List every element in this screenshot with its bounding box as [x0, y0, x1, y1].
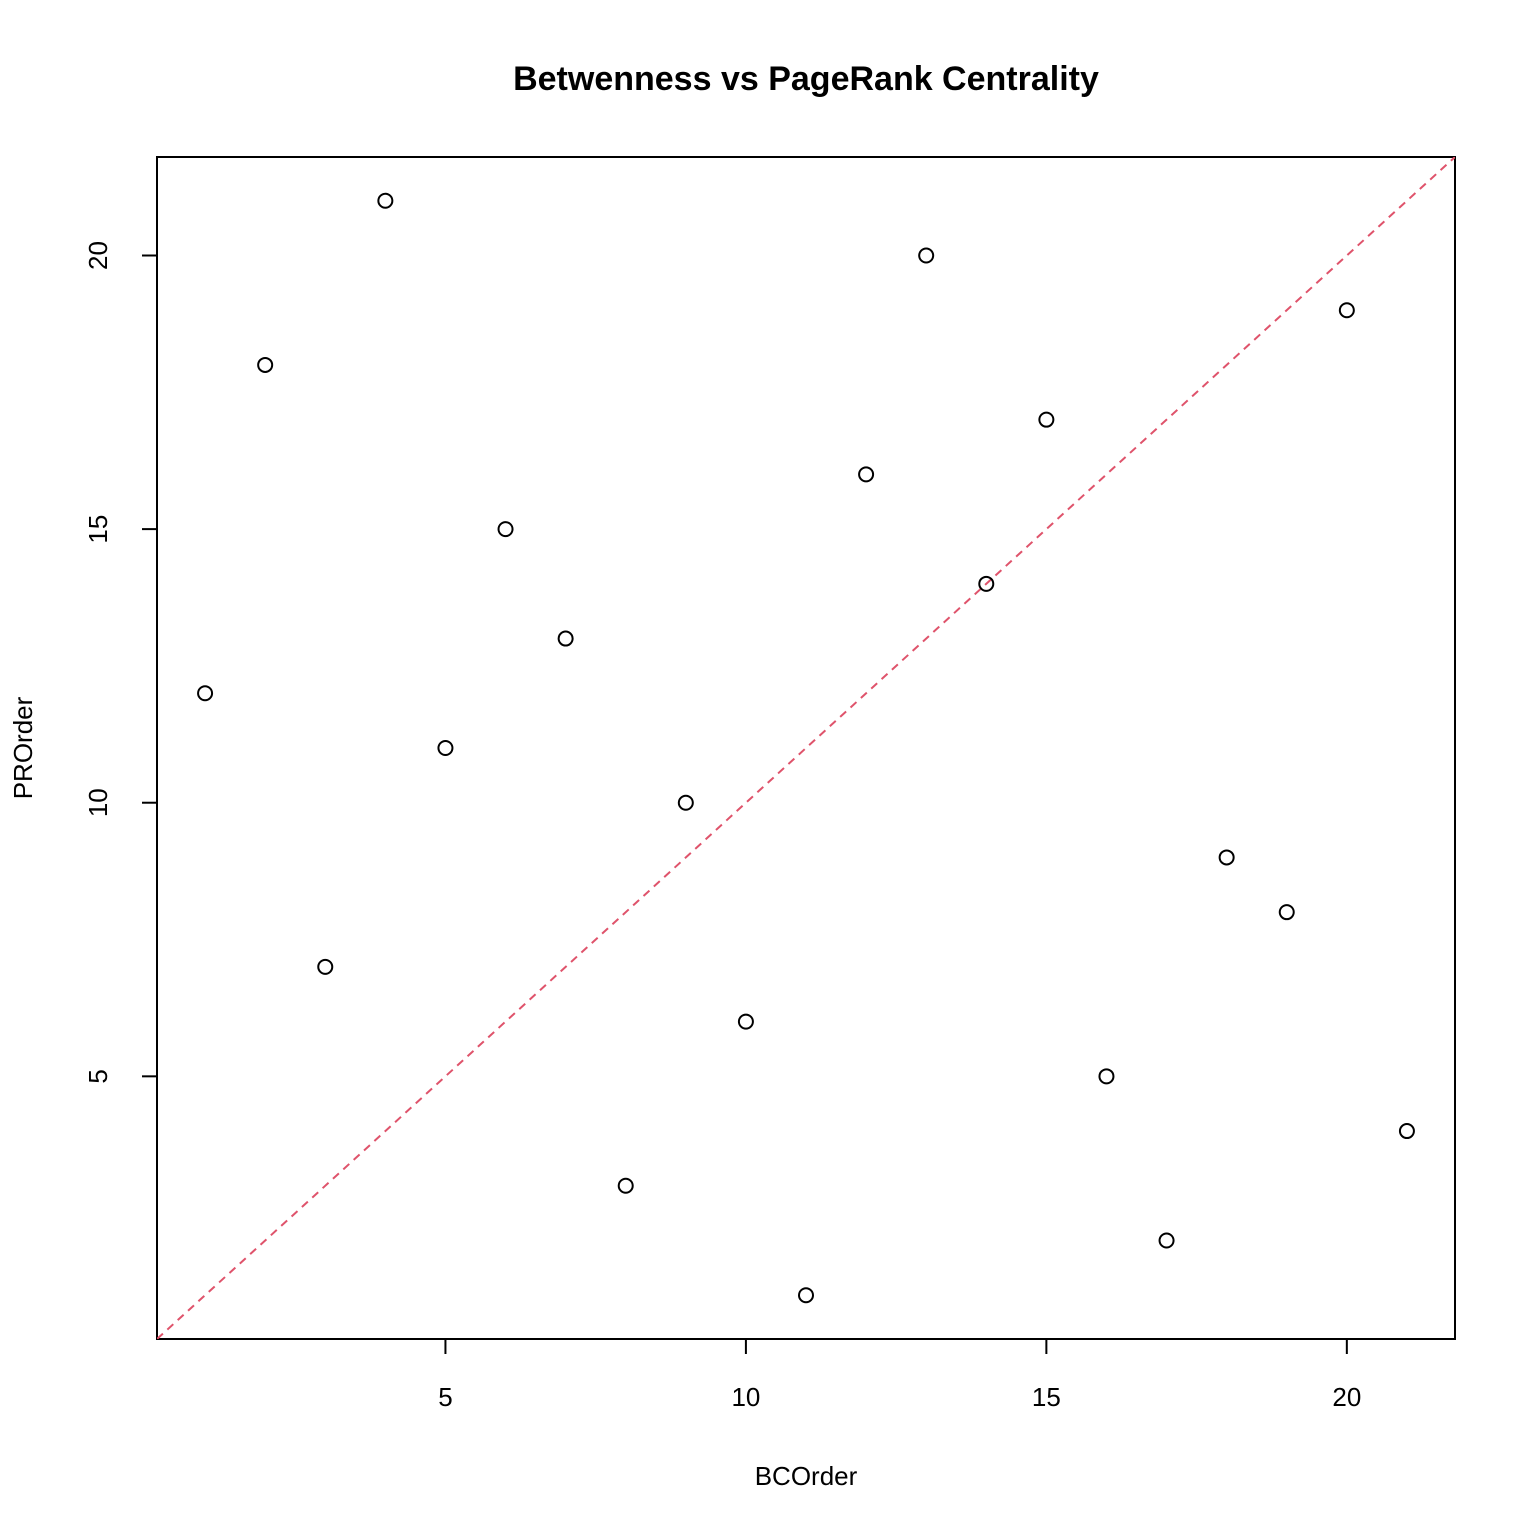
point: [197, 685, 214, 702]
point: [497, 521, 514, 538]
point: [798, 1287, 814, 1304]
y-tick-label: 15: [83, 515, 113, 544]
point: [257, 356, 274, 373]
point: [1158, 1232, 1175, 1249]
x-tick-label: 15: [1032, 1382, 1061, 1412]
x-tick-label: 20: [1332, 1382, 1361, 1412]
x-tick-label: 10: [731, 1382, 760, 1412]
y-tick-label: 5: [83, 1069, 113, 1083]
reference-line: [157, 157, 1455, 1339]
point: [1338, 302, 1355, 319]
point: [1278, 904, 1295, 921]
point: [1218, 849, 1235, 866]
point: [858, 466, 875, 483]
point: [317, 958, 334, 975]
point: [978, 575, 995, 592]
point: [437, 740, 454, 756]
point: [557, 630, 574, 647]
point: [737, 1013, 754, 1030]
point: [677, 794, 694, 811]
x-tick-label: 5: [438, 1382, 452, 1412]
plot-frame: [156, 156, 1456, 1340]
point: [1398, 1123, 1415, 1140]
point: [377, 192, 394, 209]
y-tick-label: 20: [83, 241, 113, 270]
y-tick-label: 10: [83, 788, 113, 817]
point: [1098, 1068, 1115, 1085]
point: [1038, 411, 1055, 428]
point: [617, 1177, 634, 1194]
x-axis-label: BCOrder: [755, 1461, 858, 1491]
chart-title: Betwenness vs PageRank Centrality: [513, 60, 1099, 98]
point: [918, 247, 935, 264]
y-axis-label: PROrder: [8, 696, 38, 799]
